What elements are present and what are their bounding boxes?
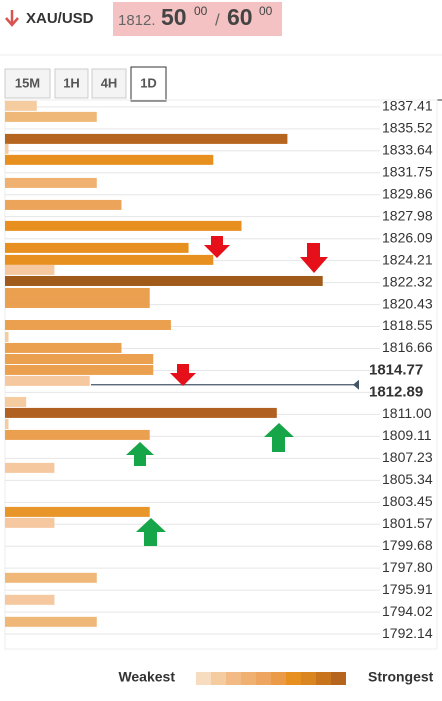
legend-swatch [241, 672, 256, 685]
down-arrow [300, 243, 328, 273]
separator: / [215, 10, 220, 29]
y-tick-label: 1816.66 [382, 339, 433, 355]
y-tick-label: 1794.02 [382, 603, 433, 619]
tab-label: 1H [63, 75, 80, 90]
bid-big: 50 [161, 4, 187, 30]
y-tick-label: 1795.91 [382, 581, 433, 597]
ask-big: 60 [227, 4, 253, 30]
y-tick-label: 1803.45 [382, 493, 433, 509]
bid-sup: 00 [194, 4, 208, 18]
y-tick-label: 1833.64 [382, 141, 433, 157]
legend-swatch [286, 672, 301, 685]
bar [5, 199, 122, 210]
bar [5, 506, 150, 517]
down-arrow [170, 364, 196, 386]
y-tick-label: 1827.98 [382, 207, 433, 223]
y-tick-label: 1805.34 [382, 471, 433, 487]
bar [5, 572, 97, 583]
bar [5, 242, 189, 253]
y-tick-label: 1831.75 [382, 163, 433, 179]
legend-swatch [256, 672, 271, 685]
legend-strong: Strongest [368, 669, 434, 685]
legend-swatch [301, 672, 316, 685]
price-box [113, 2, 282, 36]
y-tick-label: 1801.57 [382, 515, 433, 531]
arrows [126, 236, 328, 546]
y-tick-label: 1809.11 [382, 427, 432, 443]
y-tick-label: 1811.00 [382, 405, 432, 421]
tab[interactable] [4, 68, 51, 99]
bid-prefix: 1812. [118, 12, 156, 29]
y-tick-label: 1814.77 [369, 361, 423, 378]
bar [5, 287, 150, 298]
y-tick-label: 1818.55 [382, 317, 433, 333]
bar [5, 594, 55, 605]
up-arrow [126, 442, 154, 466]
y-tick-label: 1812.89 [369, 383, 423, 400]
legend-swatch [196, 672, 211, 685]
bar [5, 418, 9, 429]
y-tick-label: 1807.23 [382, 449, 433, 465]
bar [5, 133, 288, 144]
y-tick-label: 1824.21 [382, 251, 433, 267]
y-tick-label: 1799.68 [382, 537, 433, 553]
up-arrow [264, 423, 294, 452]
bar [5, 275, 323, 286]
ask-sup: 00 [259, 4, 273, 18]
bar [5, 429, 150, 440]
legend-swatch [316, 672, 331, 685]
legend-swatch [226, 672, 241, 685]
legend: Weakest Strongest [118, 669, 434, 685]
bar [5, 111, 97, 122]
bar [5, 342, 122, 353]
legend-swatch [211, 672, 226, 685]
legend-weak: Weakest [118, 669, 175, 685]
legend-swatch [331, 672, 346, 685]
bar [5, 353, 154, 364]
bar [5, 297, 150, 308]
tab[interactable] [54, 68, 89, 99]
tab-label: 1D [140, 75, 157, 90]
y-tick-label: 1822.32 [382, 273, 433, 289]
up-arrow [136, 518, 166, 546]
bar [5, 177, 97, 188]
price-marker [353, 379, 359, 390]
bar [5, 396, 27, 407]
bar [5, 264, 55, 275]
down-icon [5, 10, 19, 27]
y-tick-label: 1835.52 [382, 120, 433, 136]
bar [5, 517, 55, 528]
tab[interactable] [91, 68, 127, 99]
tab[interactable] [130, 66, 167, 102]
tab-label: 4H [101, 75, 118, 90]
bar [5, 254, 214, 265]
y-tick-label: 1792.14 [382, 625, 433, 641]
y-tick-label: 1829.86 [382, 185, 433, 201]
y-tick-label: 1797.80 [382, 559, 433, 575]
tabs: 15M 1H 4H 1D [4, 66, 442, 102]
y-tick-label: 1837.41 [382, 98, 433, 114]
chart: 1837.41 1835.52 1833.64 1831.75 1829.86 1827.… [4, 98, 438, 650]
y-tick-label: 1820.43 [382, 295, 433, 311]
bar [5, 407, 277, 418]
bar [5, 100, 37, 111]
bar [5, 154, 214, 165]
bar [5, 319, 171, 330]
symbol: XAU/USD [26, 10, 94, 27]
bar [5, 375, 90, 386]
bar [5, 616, 97, 627]
bar [5, 462, 55, 473]
bar [5, 364, 154, 375]
bar [5, 143, 9, 154]
bar [5, 331, 9, 342]
tab-label: 15M [15, 75, 40, 90]
down-arrow [204, 236, 230, 258]
y-tick-label: 1826.09 [382, 229, 433, 245]
legend-swatch [271, 672, 286, 685]
bar [5, 220, 242, 231]
